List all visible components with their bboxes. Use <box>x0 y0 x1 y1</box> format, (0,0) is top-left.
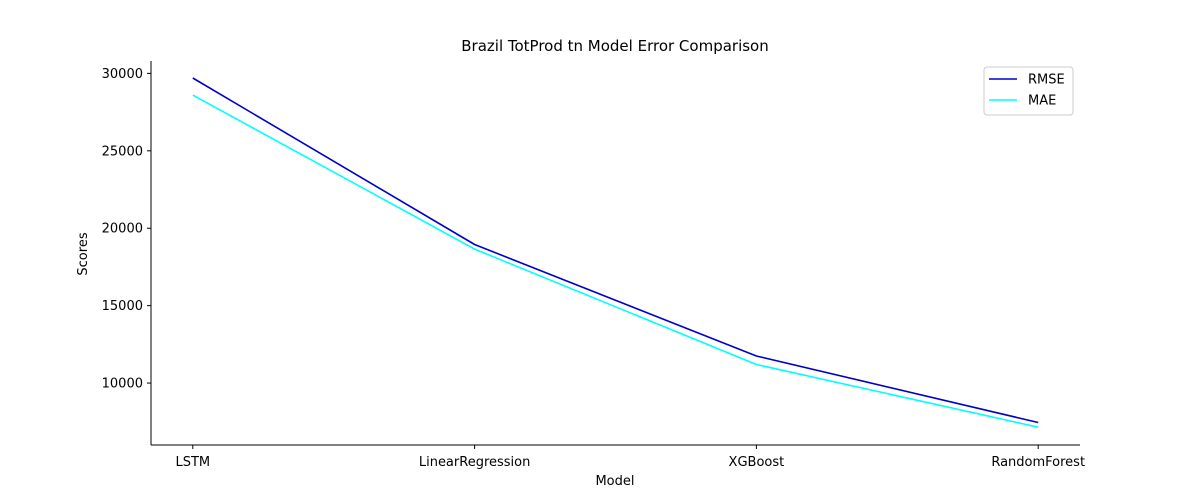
x-tick-label: LinearRegression <box>419 455 531 470</box>
y-tick-label: 15000 <box>102 299 143 314</box>
series-lines <box>192 77 1039 428</box>
y-tick-label: 20000 <box>102 222 143 237</box>
x-tick-label: RandomForest <box>991 455 1085 470</box>
legend-label: RMSE <box>1028 73 1065 88</box>
y-tick-label: 30000 <box>102 67 143 82</box>
axes <box>150 61 1080 446</box>
y-tick-label: 10000 <box>102 377 143 392</box>
legend-label: MAE <box>1028 94 1056 109</box>
x-tick-label: LSTM <box>175 455 210 470</box>
chart-title: Brazil TotProd tn Model Error Comparison <box>461 37 769 55</box>
series-line-mae <box>192 94 1039 428</box>
x-axis-label: Model <box>595 474 634 489</box>
y-axis-label: Scores <box>76 232 91 275</box>
series-line-rmse <box>192 77 1039 424</box>
y-tick-label: 25000 <box>102 144 143 159</box>
legend: RMSE MAE <box>983 66 1074 116</box>
x-tick-label: XGBoost <box>729 455 785 470</box>
tick-marks: 10000 15000 20000 25000 30000 LSTM LinearRegre… <box>102 67 1085 470</box>
